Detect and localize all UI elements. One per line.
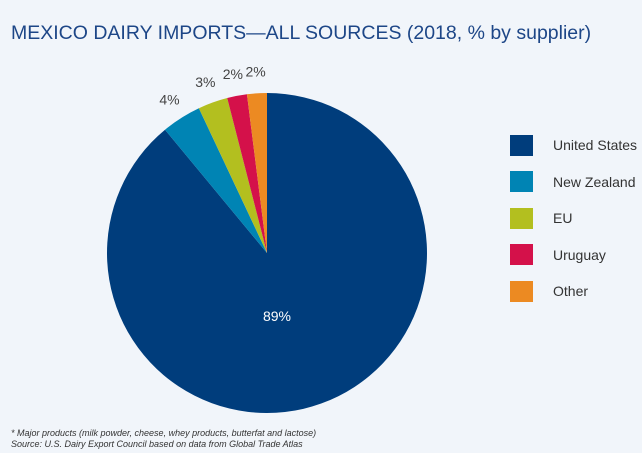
footnote-note: * Major products (milk powder, cheese, w… (11, 428, 317, 438)
legend-item: Uruguay (510, 237, 637, 274)
legend-swatch (510, 280, 533, 302)
legend-swatch (510, 207, 533, 229)
legend-item: United States (510, 127, 637, 164)
footnotes: * Major products (milk powder, cheese, w… (11, 428, 316, 450)
legend-label: Uruguay (553, 246, 606, 263)
legend-item: EU (510, 200, 637, 237)
pie-slice-uruguay (227, 94, 267, 253)
pie-slice-eu (198, 98, 267, 253)
slice-label: 3% (195, 74, 215, 90)
slice-label: 89% (263, 308, 291, 324)
slice-label: 4% (159, 91, 179, 107)
legend-swatch (510, 244, 533, 266)
pie-slice-new-zealand (165, 108, 267, 254)
legend-swatch (510, 134, 533, 156)
legend-label: Other (553, 283, 589, 300)
legend-swatch (510, 171, 533, 193)
footnote-source: Source: U.S. Dairy Export Council based … (11, 439, 303, 449)
pie-slice-other (246, 93, 267, 253)
legend-item: New Zealand (510, 164, 637, 201)
legend-label: United States (553, 137, 638, 154)
legend-item: Other (510, 273, 637, 310)
legend: United States New Zealand EU Uruguay Other (510, 127, 637, 310)
slice-label: 2% (245, 63, 265, 79)
chart-title: MEXICO DAIRY IMPORTS—ALL SOURCES (2018, … (11, 22, 592, 44)
slice-label: 2% (223, 66, 243, 82)
legend-label: EU (553, 210, 573, 227)
legend-label: New Zealand (553, 173, 636, 190)
